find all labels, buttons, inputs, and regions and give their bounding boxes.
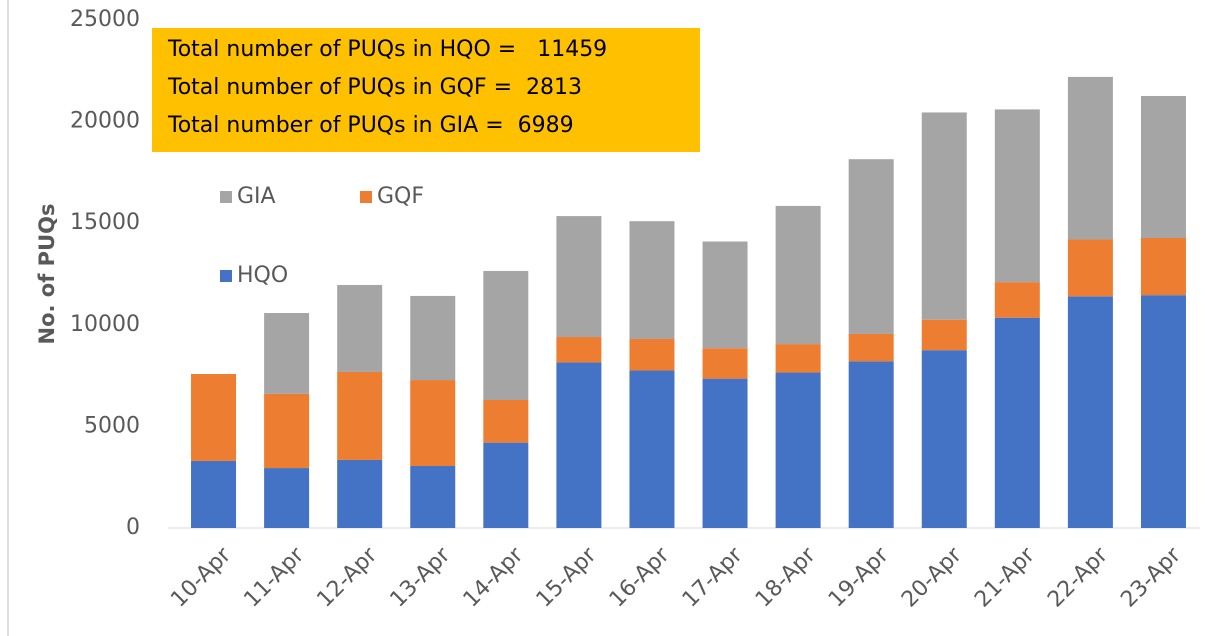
bar-segment	[556, 336, 602, 363]
bar-segment	[848, 159, 894, 334]
annotation-box	[152, 28, 700, 152]
bar-segment	[483, 399, 529, 443]
annotation-text: Total number of PUQs in HQO = 11459	[167, 37, 607, 62]
x-tick-label: 15-Apr	[532, 542, 602, 612]
bar-segment	[775, 205, 821, 345]
bar-segment	[629, 221, 675, 340]
y-tick-label: 15000	[70, 210, 140, 235]
bar-segment	[191, 460, 237, 528]
annotation-text: Total number of PUQs in GIA = 6989	[167, 113, 574, 138]
bar-segment	[702, 241, 748, 349]
bar-segment	[848, 333, 894, 362]
bar-segment	[1067, 76, 1113, 240]
bar-segment	[264, 468, 310, 528]
legend-swatch	[360, 191, 372, 203]
y-tick-label: 25000	[70, 7, 140, 32]
bar-segment	[1067, 239, 1113, 297]
bar-segment	[410, 380, 456, 467]
bar-segment	[1067, 296, 1113, 528]
bar-segment	[702, 348, 748, 379]
bar-segment	[1140, 237, 1186, 296]
legend-swatch	[220, 191, 232, 203]
y-tick-label: 5000	[84, 413, 140, 438]
y-axis-title: No. of PUQs	[35, 204, 59, 345]
bar-segment	[191, 373, 237, 461]
x-tick-label: 17-Apr	[678, 542, 748, 612]
x-tick-label: 23-Apr	[1116, 542, 1186, 612]
bar-segment	[994, 282, 1040, 318]
x-tick-label: 10-Apr	[166, 542, 236, 612]
y-tick-label: 0	[126, 515, 140, 540]
bar-segment	[848, 361, 894, 528]
bar-segment	[921, 319, 967, 351]
x-tick-label: 16-Apr	[605, 542, 675, 612]
legend-label: GIA	[237, 184, 276, 209]
x-tick-label: 18-Apr	[751, 542, 821, 612]
bar-segment	[483, 270, 529, 400]
bar-segment	[337, 459, 383, 528]
x-tick-label: 12-Apr	[313, 542, 383, 612]
legend-label: GQF	[377, 184, 424, 209]
bar-segment	[921, 112, 967, 320]
x-tick-label: 19-Apr	[824, 542, 894, 612]
y-tick-label: 10000	[70, 312, 140, 337]
bar-segment	[702, 378, 748, 528]
x-tick-label: 22-Apr	[1043, 542, 1113, 612]
bar-segment	[775, 372, 821, 528]
bar-segment	[921, 350, 967, 528]
x-tick-label: 20-Apr	[897, 542, 967, 612]
bar-segment	[994, 317, 1040, 528]
bar-segment	[337, 284, 383, 372]
bar-segment	[410, 466, 456, 528]
bar-segment	[994, 109, 1040, 283]
bar-segment	[556, 362, 602, 528]
bar-segment	[264, 393, 310, 469]
y-tick-label: 20000	[70, 109, 140, 134]
legend-swatch	[220, 270, 232, 282]
bar-segment	[337, 371, 383, 460]
x-tick-label: 21-Apr	[970, 542, 1040, 612]
x-tick-label: 11-Apr	[239, 542, 309, 612]
x-tick-label: 13-Apr	[386, 542, 456, 612]
bar-segment	[1140, 295, 1186, 528]
bar-segment	[264, 313, 310, 394]
x-tick-label: 14-Apr	[459, 542, 529, 612]
bar-segment	[483, 442, 529, 528]
bar-segment	[410, 295, 456, 381]
bar-segment	[1140, 95, 1186, 238]
legend-label: HQO	[237, 263, 288, 288]
bar-segment	[556, 216, 602, 337]
annotation-text: Total number of PUQs in GQF = 2813	[167, 75, 582, 100]
bar-segment	[629, 370, 675, 528]
bar-segment	[629, 339, 675, 371]
bar-segment	[775, 344, 821, 373]
